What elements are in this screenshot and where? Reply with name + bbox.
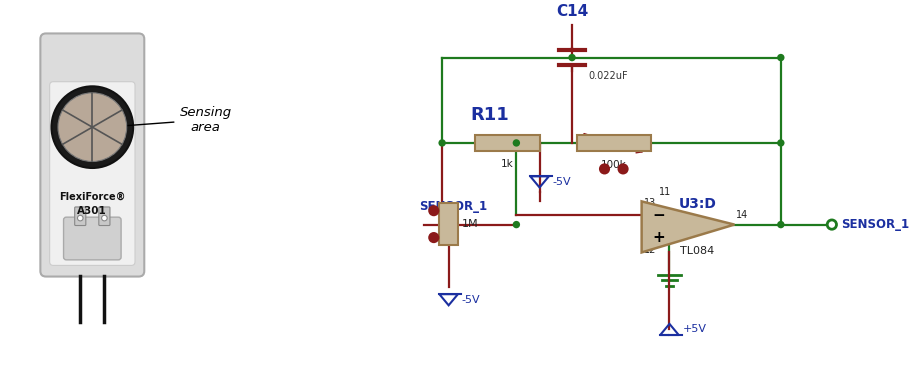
Circle shape	[599, 163, 610, 174]
Text: 14: 14	[736, 210, 748, 220]
Text: 0.022uF: 0.022uF	[589, 71, 628, 81]
Circle shape	[58, 93, 126, 162]
FancyBboxPatch shape	[50, 82, 135, 265]
FancyBboxPatch shape	[40, 33, 145, 276]
Text: TL084: TL084	[680, 245, 714, 255]
Text: 100k: 100k	[601, 160, 626, 170]
Circle shape	[777, 139, 784, 146]
Circle shape	[568, 54, 575, 61]
Circle shape	[428, 205, 439, 216]
Circle shape	[827, 220, 836, 229]
Text: 1M: 1M	[462, 219, 478, 229]
Circle shape	[777, 54, 784, 61]
Text: -5V: -5V	[462, 295, 480, 305]
Text: +: +	[652, 230, 664, 245]
Text: 11: 11	[659, 187, 671, 197]
FancyBboxPatch shape	[474, 135, 540, 151]
FancyBboxPatch shape	[439, 203, 458, 245]
Text: 13: 13	[644, 198, 656, 208]
Polygon shape	[642, 201, 734, 252]
FancyBboxPatch shape	[75, 207, 85, 226]
FancyBboxPatch shape	[64, 217, 121, 260]
Text: C14: C14	[556, 4, 588, 19]
Circle shape	[102, 215, 107, 221]
Text: A301: A301	[77, 206, 107, 216]
Circle shape	[513, 139, 520, 146]
Circle shape	[428, 232, 439, 243]
Circle shape	[52, 86, 133, 168]
Text: 1k: 1k	[501, 159, 514, 169]
Text: SENSOR_1: SENSOR_1	[419, 199, 487, 213]
Text: U3:D: U3:D	[678, 197, 716, 211]
Text: -5V: -5V	[553, 177, 571, 187]
Text: +5V: +5V	[683, 325, 706, 335]
Circle shape	[777, 221, 784, 228]
Text: −: −	[652, 208, 664, 223]
Circle shape	[77, 215, 83, 221]
Text: 12: 12	[644, 245, 657, 255]
FancyBboxPatch shape	[576, 135, 651, 151]
Text: Sensing
area: Sensing area	[111, 106, 232, 134]
Text: SENSOR_1: SENSOR_1	[841, 218, 909, 231]
Text: R11: R11	[470, 106, 509, 124]
Text: FlexiForce®: FlexiForce®	[59, 192, 125, 202]
Circle shape	[513, 221, 520, 228]
FancyBboxPatch shape	[99, 207, 110, 226]
Circle shape	[617, 163, 629, 174]
Circle shape	[438, 139, 445, 146]
